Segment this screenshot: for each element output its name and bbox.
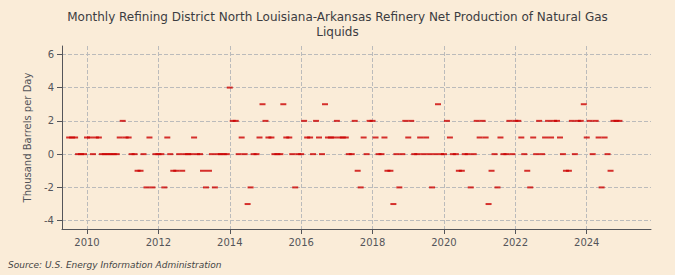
svg-text:2022: 2022 [503, 237, 528, 248]
svg-text:2: 2 [48, 115, 54, 126]
svg-text:Monthly Refining District Nort: Monthly Refining District North Louisian… [67, 10, 608, 24]
svg-text:-2: -2 [44, 182, 54, 193]
svg-text:2024: 2024 [574, 237, 599, 248]
svg-text:0: 0 [48, 149, 54, 160]
svg-text:2016: 2016 [288, 237, 313, 248]
svg-text:2018: 2018 [360, 237, 385, 248]
svg-text:2020: 2020 [431, 237, 456, 248]
svg-text:-4: -4 [44, 215, 54, 226]
svg-text:4: 4 [48, 82, 54, 93]
svg-text:Liquids: Liquids [316, 25, 358, 39]
svg-text:Thousand Barrels per Day: Thousand Barrels per Day [22, 73, 33, 204]
svg-text:2012: 2012 [146, 237, 171, 248]
svg-text:Source: U.S. Energy Informatio: Source: U.S. Energy Information Administ… [8, 260, 222, 270]
svg-text:6: 6 [48, 49, 54, 60]
svg-text:2014: 2014 [217, 237, 242, 248]
svg-text:2010: 2010 [74, 237, 99, 248]
